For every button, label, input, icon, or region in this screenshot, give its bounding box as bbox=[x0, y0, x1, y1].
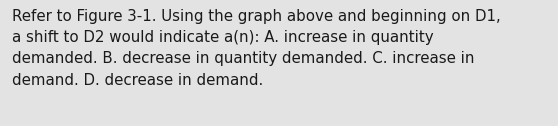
Text: Refer to Figure 3-1. Using the graph above and beginning on D1,
a shift to D2 wo: Refer to Figure 3-1. Using the graph abo… bbox=[12, 9, 501, 88]
